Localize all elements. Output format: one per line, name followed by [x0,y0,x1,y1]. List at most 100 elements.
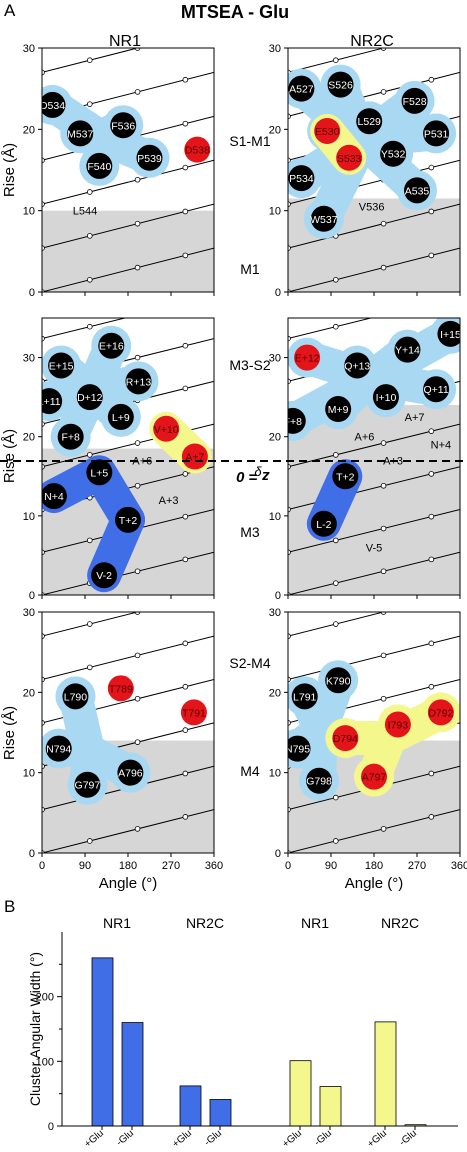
helix-position-marker [332,580,339,586]
helix-position-marker [86,189,93,195]
bar-y-axis-label: Cluster Angular Width (°) [27,952,43,1106]
helix-position-marker [86,57,93,63]
x-axis-label-nr2c: Angle (°) [345,875,404,892]
helix-position-marker [429,856,434,861]
helix-position-marker [42,676,45,683]
panel-plot-area: E+16E+15R+13D+12L+11L+9V+10F+8A+7L+5N+4T… [42,87,214,605]
helix-position-marker [380,525,387,532]
residue-e530 [314,117,341,144]
helix-position-marker [135,1130,140,1135]
residue-label: Y+14 [395,345,420,357]
residue-m537 [67,120,94,147]
helix-position-label: N+4 [431,440,452,452]
helix-position-marker [86,323,93,330]
residue-f536 [110,112,137,139]
bar-x-tick-label: +Glu [365,1128,388,1150]
residue-e+16 [98,332,125,359]
bar-group-label: NR2C [186,915,224,931]
helix-position-marker [182,770,189,777]
helix-position-marker [87,1099,92,1104]
panel-m3-s2-nr1: E+16E+15R+13D+12L+11L+9V+10F+8A+7L+5N+4T… [23,87,215,605]
y-tick-label: 10 [23,768,35,780]
residue-l791 [291,683,318,710]
helix-line [42,599,214,643]
residue-t+2 [115,506,141,533]
helix-position-marker [135,957,140,962]
helix-position-marker [182,727,189,733]
helix-position-marker [182,76,189,83]
residue-label: I+15 [440,329,461,341]
helix-position-marker [286,26,291,31]
helix-line [288,599,460,643]
region-label-m3-s2: M3-S2 [229,357,270,373]
residue-f540 [86,152,113,179]
helix-position-marker [429,297,434,302]
helix-position-marker [183,604,188,609]
helix-position-marker [134,826,141,832]
helix-position-marker [333,925,338,930]
helix-position-marker [332,838,339,844]
helix-position-marker [428,770,435,777]
helix-position-marker [429,1118,434,1123]
helix-position-marker [183,33,188,38]
residue-label: A796 [118,768,143,780]
helix-position-marker [40,1111,45,1116]
helix-position-marker [183,381,188,386]
helix-line [288,940,460,983]
residue-label: T+2 [119,515,138,527]
helix-position-marker [380,652,387,659]
helix-position-marker [183,945,188,950]
helix-position-marker [333,880,338,885]
bar [289,1060,312,1127]
residue-label: V+10 [154,424,179,436]
helix-position-marker [40,894,45,899]
helix-position-label: A+3 [159,495,179,507]
helix-position-label: L544 [73,206,97,218]
residue-label: D538 [185,145,210,157]
helix-position-label: A+6 [354,432,374,444]
residue-label: G798 [306,776,332,788]
residue-label: D+12 [77,392,103,404]
helix-position-marker [134,739,141,745]
residue-label: E+15 [49,360,74,372]
helix-position-marker [286,937,291,942]
region-label-m3: M3 [240,524,260,540]
helix-position-marker [134,48,141,51]
helix-position-marker [332,621,339,627]
helix-position-label: A+7 [405,412,425,424]
residue-l+9 [107,403,134,430]
helix-position-marker [380,440,387,446]
helix-position-marker [182,342,189,349]
y-tick-label: 30 [23,43,35,55]
helix-position-marker [428,164,435,171]
residue-d538 [184,136,211,163]
residue-label: A797 [362,772,387,784]
residue-label: A527 [289,84,314,96]
y-axis-label-row2: Rise (Å) [1,429,18,483]
residue-w537 [310,205,337,232]
helix-line [288,48,386,73]
helix-position-marker [183,87,188,92]
residue-p539 [136,144,163,171]
residue-label: I+10 [376,392,397,404]
helix-position-marker [182,814,189,820]
helix-position-marker [182,120,189,127]
helix-position-marker [42,763,45,770]
residue-p531 [423,120,450,147]
helix-position-marker [183,600,188,605]
bar-y-tick-label: 0 [48,1121,54,1133]
helix-position-marker [381,2,386,7]
x-tick-label: 0 [285,860,291,872]
x-tick-label: 360 [205,860,223,872]
helix-position-marker [135,913,140,918]
helix-position-marker [86,664,93,671]
helix-position-marker [286,892,291,897]
residue-g798 [306,767,333,794]
helix-position-marker [86,101,93,107]
bar-y-tick-label: 100 [36,1056,54,1068]
residue-q+13 [344,352,371,379]
residue-a796 [117,759,144,786]
helix-position-marker [332,323,339,330]
helix-position-marker [42,69,45,76]
